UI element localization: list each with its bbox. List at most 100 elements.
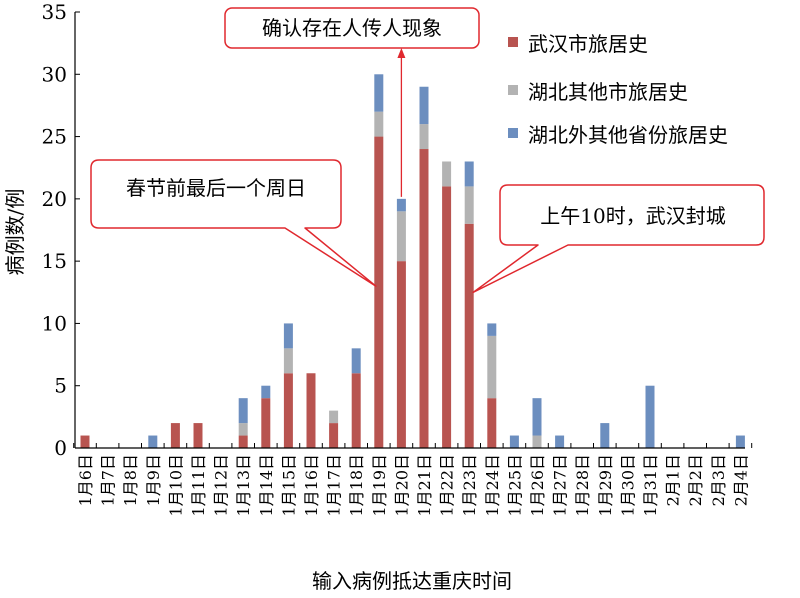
bar-segment-hubei-other-city xyxy=(396,211,406,262)
x-tick-label: 1月17日 xyxy=(325,454,344,517)
x-tick-label: 1月7日 xyxy=(99,454,118,506)
annotation-arrowhead xyxy=(397,48,406,58)
bar-segment-wuhan xyxy=(238,435,248,448)
y-tick-label: 25 xyxy=(42,125,67,149)
bar-segment-other-province xyxy=(464,161,474,187)
x-tick-label: 2月2日 xyxy=(686,454,705,506)
x-tick-label: 2月1日 xyxy=(664,454,683,506)
bar-segment-hubei-other-city xyxy=(283,348,293,374)
bar-segment-other-province xyxy=(532,398,542,436)
x-tick-label: 2月4日 xyxy=(731,454,750,506)
x-tick-label: 1月8日 xyxy=(121,454,140,506)
bar-segment-wuhan xyxy=(487,398,497,448)
x-tick-label: 1月18日 xyxy=(347,454,366,517)
annotation-callout xyxy=(472,184,765,294)
bar-segment-wuhan xyxy=(80,435,90,448)
annotation-text: 上午10时，武汉封城 xyxy=(540,204,725,228)
x-tick-label: 1月6日 xyxy=(76,454,95,506)
y-tick-label: 0 xyxy=(54,436,67,460)
legend-swatch-hubei-other-city xyxy=(508,85,518,95)
x-tick-label: 1月14日 xyxy=(257,454,276,517)
x-tick-label: 1月19日 xyxy=(370,454,389,517)
bar-segment-hubei-other-city xyxy=(532,435,542,448)
bar-segment-wuhan xyxy=(464,223,474,448)
legend: 武汉市旅居史 湖北其他市旅居史 湖北外其他省份旅居史 xyxy=(508,32,728,147)
bar-segment-wuhan xyxy=(329,423,339,448)
x-tick-label: 1月25日 xyxy=(505,454,524,517)
x-tick-label: 1月27日 xyxy=(551,454,570,517)
x-tick-label: 1月21日 xyxy=(415,454,434,517)
x-tick-label: 1月11日 xyxy=(189,454,208,517)
bar-segment-wuhan xyxy=(351,373,361,448)
x-tick-label: 1月31日 xyxy=(641,454,660,517)
y-tick-label: 30 xyxy=(42,62,67,86)
legend-swatch-wuhan xyxy=(508,37,518,47)
x-tick-label: 1月30日 xyxy=(618,454,637,517)
bar-segment-other-province xyxy=(735,435,745,448)
x-tick-label: 1月26日 xyxy=(528,454,547,517)
x-tick-label: 1月24日 xyxy=(483,454,502,517)
y-axis-title: 病例数/例 xyxy=(3,189,27,276)
bar-segment-wuhan xyxy=(396,261,406,448)
x-tick-label: 1月23日 xyxy=(460,454,479,517)
y-tick-label: 35 xyxy=(42,0,67,24)
bar-segment-other-province xyxy=(600,423,610,448)
bars-layer xyxy=(80,74,745,448)
bar-segment-other-province xyxy=(283,323,293,349)
x-tick-label: 1月20日 xyxy=(392,454,411,517)
bar-segment-other-province xyxy=(238,398,248,424)
y-tick-label: 5 xyxy=(54,374,67,398)
annotation-text: 确认存在人传人现象 xyxy=(262,16,442,40)
annotation-text: 春节前最后一个周日 xyxy=(126,176,306,200)
bar-segment-other-province xyxy=(351,348,361,374)
legend-label-wuhan: 武汉市旅居史 xyxy=(528,32,648,56)
x-tick-label: 1月13日 xyxy=(234,454,253,517)
annotation-lockdown: 上午10时，武汉封城 xyxy=(472,184,765,294)
bar-segment-other-province xyxy=(396,198,406,212)
bar-segment-wuhan xyxy=(261,398,271,448)
y-ticks: 0 5 10 15 20 25 30 35 xyxy=(42,0,80,460)
bar-segment-other-province xyxy=(374,74,384,112)
bar-segment-hubei-other-city xyxy=(487,335,497,399)
bar-segment-wuhan xyxy=(283,373,293,448)
bar-segment-wuhan xyxy=(374,136,384,448)
bar-segment-hubei-other-city xyxy=(374,111,384,137)
legend-label-other-province: 湖北外其他省份旅居史 xyxy=(528,123,728,147)
bar-segment-other-province xyxy=(419,86,429,125)
bar-segment-other-province xyxy=(487,323,497,336)
x-tick-label: 2月3日 xyxy=(709,454,728,506)
x-tick-label: 1月15日 xyxy=(279,454,298,517)
bar-segment-other-province xyxy=(645,385,655,448)
x-tick-label: 1月10日 xyxy=(166,454,185,517)
x-tick-label: 1月22日 xyxy=(438,454,457,517)
legend-label-hubei-other-city: 湖北其他市旅居史 xyxy=(528,80,688,104)
bar-segment-hubei-other-city xyxy=(442,161,452,187)
bar-segment-hubei-other-city xyxy=(238,423,248,436)
x-tick-label: 1月9日 xyxy=(144,454,163,506)
bar-segment-other-province xyxy=(148,435,158,448)
x-axis-title: 输入病例抵达重庆时间 xyxy=(312,569,512,593)
bar-segment-wuhan xyxy=(419,149,429,448)
annotation-callout xyxy=(90,159,377,287)
bar-segment-wuhan xyxy=(170,423,180,448)
annotation-box xyxy=(224,7,480,49)
y-tick-label: 20 xyxy=(42,187,67,211)
bar-segment-wuhan xyxy=(306,373,316,448)
x-tick-label: 1月16日 xyxy=(302,454,321,517)
y-tick-label: 10 xyxy=(42,311,67,335)
x-tick-label: 1月28日 xyxy=(573,454,592,517)
bar-segment-hubei-other-city xyxy=(464,186,474,224)
bar-segment-other-province xyxy=(509,435,519,448)
x-tick-label: 1月12日 xyxy=(212,454,231,517)
bar-segment-hubei-other-city xyxy=(419,124,429,150)
bar-segment-wuhan xyxy=(193,423,203,448)
bar-segment-wuhan xyxy=(442,186,452,448)
legend-swatch-other-province xyxy=(508,128,518,138)
annotation-spring-festival: 春节前最后一个周日 xyxy=(90,159,377,287)
bar-segment-other-province xyxy=(261,385,271,399)
bar-segment-hubei-other-city xyxy=(329,410,339,424)
annotation-transmission: 确认存在人传人现象 xyxy=(224,7,480,197)
bar-segment-other-province xyxy=(555,435,565,448)
y-tick-label: 15 xyxy=(42,249,67,273)
